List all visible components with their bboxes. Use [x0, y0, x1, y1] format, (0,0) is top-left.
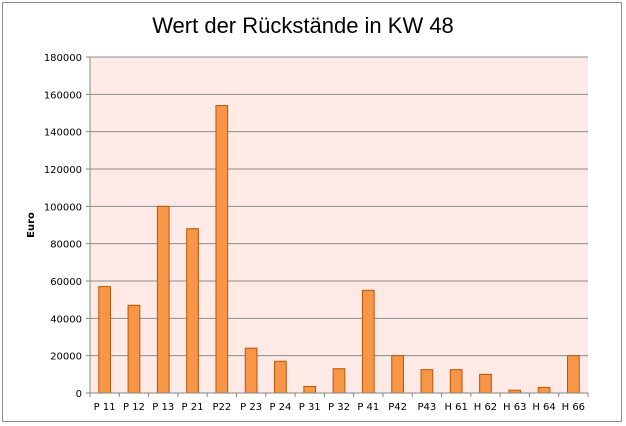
bar [332, 368, 346, 394]
y-tick-label: 60000 [50, 277, 82, 288]
y-tick-label: 20000 [50, 352, 82, 363]
bar [98, 286, 112, 394]
x-tick-label: P 31 [299, 402, 321, 413]
y-tick-label: 80000 [50, 240, 82, 251]
y-tick-label: 140000 [44, 128, 82, 139]
x-tick-label: P43 [417, 402, 436, 413]
bar [537, 386, 551, 394]
bar [420, 369, 434, 394]
plot-area [90, 57, 588, 393]
y-axis-title: Euro [26, 212, 37, 238]
x-tick-label: P 12 [123, 402, 145, 413]
y-tick-label: 0 [76, 389, 82, 400]
x-tick-label: P 13 [152, 402, 174, 413]
y-tick-label: 180000 [44, 53, 82, 64]
x-tick-label: P 32 [328, 402, 350, 413]
y-tick-label: 100000 [44, 202, 82, 213]
bar [186, 228, 199, 394]
x-tick-label: P 41 [357, 402, 379, 413]
x-tick-label: P 24 [269, 402, 291, 413]
y-tick-label: 40000 [50, 314, 82, 325]
x-tick-label: H 66 [562, 402, 585, 413]
axes [86, 56, 589, 397]
bar [479, 373, 492, 394]
bar [303, 385, 317, 394]
x-tick-label: H 63 [503, 402, 526, 413]
chart-title: Wert der Rückstände in KW 48 [152, 13, 454, 38]
x-tick-label: H 61 [444, 402, 467, 413]
x-tick-label: P22 [212, 402, 231, 413]
x-tick-label: P 21 [182, 402, 204, 413]
bar [449, 369, 463, 394]
bar [156, 205, 170, 394]
bar [274, 360, 287, 394]
x-tick-label: P 23 [240, 402, 262, 413]
y-tick-label: 160000 [44, 90, 82, 101]
gridlines [90, 56, 588, 357]
x-tick-label: P 11 [94, 402, 116, 413]
x-tick-label: H 64 [532, 402, 555, 413]
bar [361, 289, 375, 394]
bar [391, 355, 404, 394]
bar [215, 105, 229, 394]
bar [127, 304, 141, 394]
x-tick-label: P42 [388, 402, 407, 413]
y-tick-label: 120000 [44, 165, 82, 176]
bar [566, 355, 580, 394]
bars [98, 105, 580, 394]
y-tick-labels: 0 20000 40000 60000 80000 100000 120000 140000 1… [44, 53, 82, 400]
chart-frame: 0 20000 40000 60000 80000 100000 120000 140000 1… [2, 2, 622, 422]
x-tick-label: H 62 [474, 402, 497, 413]
bar-chart: 0 20000 40000 60000 80000 100000 120000 140000 1… [26, 53, 589, 413]
x-tick-labels: P 11 P 12 P 13 P 21 P22 P 23 P 24 P 31 P 32 P 41 P… [94, 402, 585, 413]
bar [244, 347, 258, 394]
